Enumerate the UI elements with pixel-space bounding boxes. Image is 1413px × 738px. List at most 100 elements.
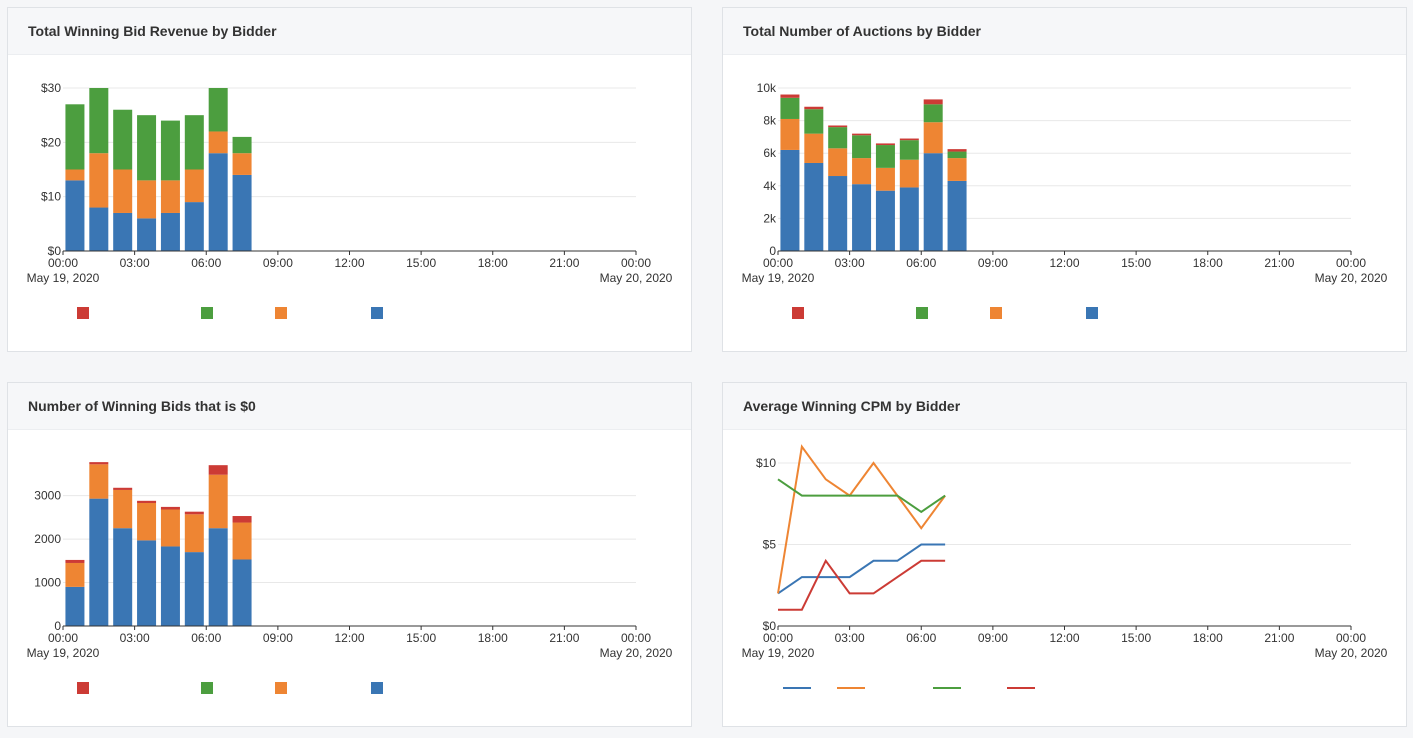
panel-header: Total Number of Auctions by Bidder xyxy=(723,8,1406,55)
bar-segment xyxy=(208,88,228,132)
revenue-chart: $0 $10 $20 $30 00:00 03:00 06:00 09:00 12:00 15:0… xyxy=(27,81,673,319)
zero-bids-chart: 0 1000 2000 3000 00:00 03:00 06:00 09:00 12:00 15… xyxy=(27,462,673,694)
bar-segment xyxy=(923,122,943,154)
x-tick-label: 09:00 xyxy=(263,631,293,645)
x-tick-label: 00:00 xyxy=(1336,631,1366,645)
bar-segment xyxy=(89,153,109,208)
bar-segment xyxy=(160,120,180,181)
bar-segment xyxy=(875,143,895,146)
x-tick-label: 18:00 xyxy=(478,256,508,270)
x-end-date: May 20, 2020 xyxy=(600,646,673,660)
x-tick-label: 03:00 xyxy=(835,631,865,645)
y-tick-label: $5 xyxy=(763,538,777,552)
panel-title: Average Winning CPM by Bidder xyxy=(743,398,961,414)
bar-segment xyxy=(899,187,919,251)
bar-segment xyxy=(947,149,967,152)
bar-segment xyxy=(137,180,157,219)
bar-segment xyxy=(804,106,824,110)
x-tick-label: 18:00 xyxy=(1193,631,1223,645)
series-line xyxy=(777,543,946,595)
x-tick-label: 21:00 xyxy=(1264,631,1294,645)
bar-segment xyxy=(65,180,85,251)
bar-segment xyxy=(232,174,252,251)
bar-segment xyxy=(828,148,848,177)
cpm-chart: $0 $5 $10 00:00 03:00 06:00 09:00 12:00 15:00 18:… xyxy=(742,444,1388,689)
x-tick-label: 15:00 xyxy=(1121,256,1151,270)
x-tick-label: 15:00 xyxy=(406,631,436,645)
bar-segment xyxy=(923,153,943,251)
panel-title: Number of Winning Bids that is $0 xyxy=(28,398,256,414)
bar-segment xyxy=(160,180,180,213)
bar-segment xyxy=(137,218,157,251)
x-start-date: May 19, 2020 xyxy=(27,646,100,660)
x-tick-label: 15:00 xyxy=(406,256,436,270)
bar-segment xyxy=(65,586,85,626)
bar-segment xyxy=(160,509,180,547)
bar-segment xyxy=(160,212,180,251)
bar-segment xyxy=(947,158,967,181)
legend-swatch xyxy=(201,682,213,694)
bar-segment xyxy=(828,176,848,251)
x-tick-label: 00:00 xyxy=(48,256,78,270)
bar-segment xyxy=(780,94,800,98)
bar-segment xyxy=(89,207,109,251)
x-tick-label: 09:00 xyxy=(978,256,1008,270)
x-tick-label: 09:00 xyxy=(978,631,1008,645)
x-tick-label: 18:00 xyxy=(1193,256,1223,270)
x-tick-label: 06:00 xyxy=(191,631,221,645)
x-tick-label: 06:00 xyxy=(191,256,221,270)
y-tick-label: 2k xyxy=(763,211,777,225)
bar-segment xyxy=(899,138,919,141)
x-end-date: May 20, 2020 xyxy=(1315,271,1388,285)
x-end-date: May 20, 2020 xyxy=(600,271,673,285)
x-tick-label: 12:00 xyxy=(334,631,364,645)
panel-header: Average Winning CPM by Bidder xyxy=(723,383,1406,430)
x-tick-label: 21:00 xyxy=(1264,256,1294,270)
x-tick-label: 00:00 xyxy=(763,631,793,645)
x-start-date: May 19, 2020 xyxy=(742,271,815,285)
bar-segment xyxy=(113,212,133,251)
y-tick-label: $0 xyxy=(763,619,777,633)
bar-segment xyxy=(899,159,919,188)
y-tick-label: 0 xyxy=(54,619,61,633)
legend-swatch xyxy=(990,307,1002,319)
bar-segment xyxy=(137,115,157,181)
y-tick-label: $0 xyxy=(48,244,62,258)
bar-segment xyxy=(947,180,967,251)
bar-segment xyxy=(65,169,85,181)
bar-segment xyxy=(232,136,252,154)
bar-segment xyxy=(160,546,180,626)
y-tick-label: 0 xyxy=(769,244,776,258)
bar-segment xyxy=(89,464,109,499)
x-tick-label: 00:00 xyxy=(621,631,651,645)
y-tick-label: $10 xyxy=(41,190,61,204)
x-tick-label: 06:00 xyxy=(906,631,936,645)
panel-header: Number of Winning Bids that is $0 xyxy=(8,383,691,430)
bar-segment xyxy=(852,158,872,185)
bar-segment xyxy=(113,489,133,529)
y-tick-label: 10k xyxy=(757,81,777,95)
panel-auctions: Total Number of Auctions by Bidder 0 2k 4k… xyxy=(722,7,1407,352)
x-tick-label: 00:00 xyxy=(1336,256,1366,270)
bar-segment xyxy=(184,511,204,515)
bar-segment xyxy=(137,540,157,626)
panel-title: Total Winning Bid Revenue by Bidder xyxy=(28,23,277,39)
bar-segment xyxy=(780,97,800,119)
bar-segment xyxy=(828,127,848,149)
x-tick-label: 03:00 xyxy=(120,256,150,270)
bar-segment xyxy=(852,133,872,136)
bar-segment xyxy=(232,559,252,626)
bar-segment xyxy=(137,502,157,541)
bar-segment xyxy=(184,169,204,203)
panel-title: Total Number of Auctions by Bidder xyxy=(743,23,982,39)
x-end-date: May 20, 2020 xyxy=(1315,646,1388,660)
legend-swatch xyxy=(201,307,213,319)
bar-segment xyxy=(89,462,109,465)
bar-segment xyxy=(160,506,180,510)
legend-swatch xyxy=(1086,307,1098,319)
y-tick-label: 4k xyxy=(763,179,777,193)
x-tick-label: 03:00 xyxy=(120,631,150,645)
legend-swatch xyxy=(275,307,287,319)
bar-segment xyxy=(780,149,800,251)
bar-segment xyxy=(780,118,800,150)
